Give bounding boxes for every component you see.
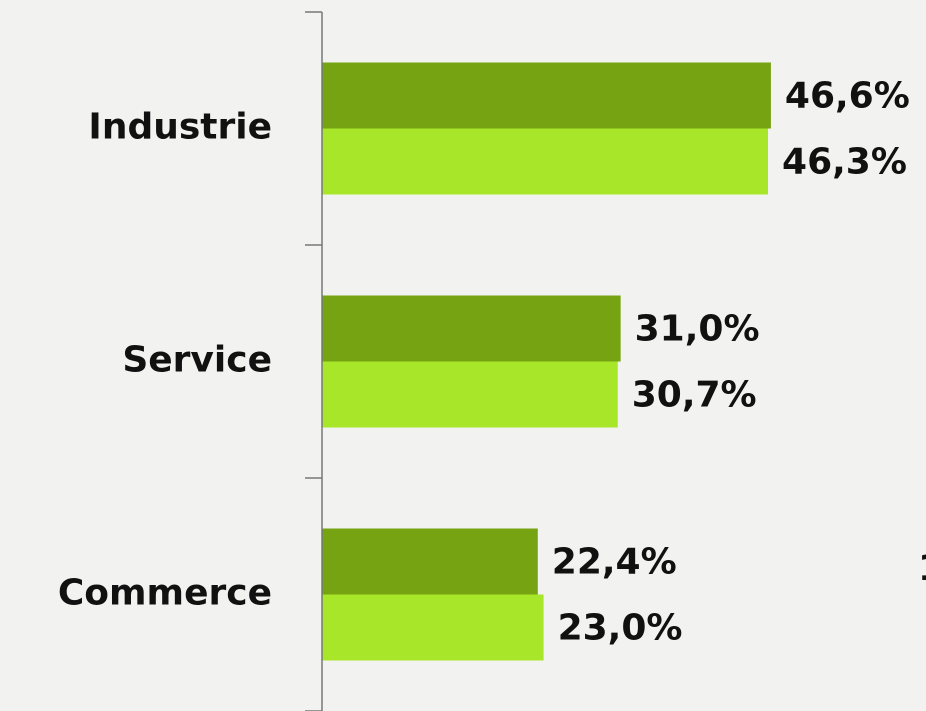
data-label: 22,4% [552,542,677,583]
category-label: Service [122,340,272,381]
data-label: 46,3% [782,142,907,183]
data-label: 23,0% [558,608,683,649]
annotation: 1 [918,548,926,589]
bar [322,128,769,195]
category-label: Industrie [88,107,272,148]
data-label: 46,6% [785,76,910,117]
bar [322,528,538,595]
data-label: 31,0% [635,309,760,350]
bar [322,295,621,362]
category-label: Commerce [58,573,272,614]
bar [322,594,544,661]
bar [322,62,771,129]
bar [322,361,618,428]
data-label: 30,7% [632,375,757,416]
